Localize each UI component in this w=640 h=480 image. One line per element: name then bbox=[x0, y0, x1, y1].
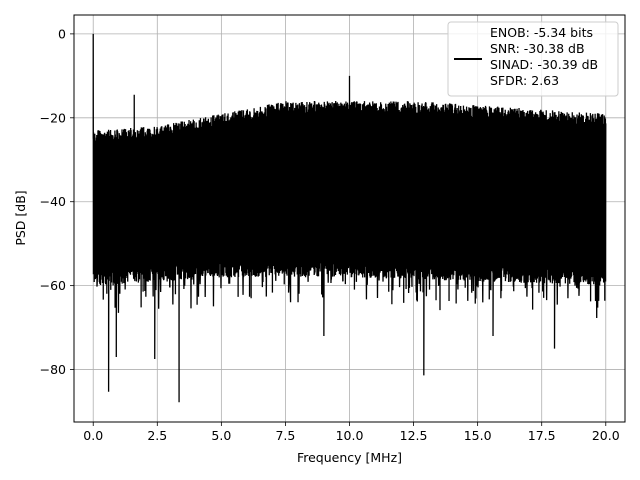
x-axis-label: Frequency [MHz] bbox=[297, 450, 402, 465]
x-tick-label: 7.5 bbox=[275, 428, 295, 443]
legend-entry: ENOB: -5.34 bits bbox=[490, 25, 593, 40]
x-tick-label: 10.0 bbox=[336, 428, 364, 443]
legend-entry: SFDR: 2.63 bbox=[490, 73, 559, 88]
x-axis: 0.0 2.5 5.0 7.5 10.0 12.5 15.0 17.5 20.0 bbox=[83, 422, 620, 443]
x-tick-label: 2.5 bbox=[147, 428, 167, 443]
y-tick-label: −20 bbox=[40, 110, 66, 125]
legend-entry: SINAD: -30.39 dB bbox=[490, 57, 598, 72]
y-tick-label: −60 bbox=[40, 278, 66, 293]
x-tick-label: 17.5 bbox=[528, 428, 556, 443]
y-tick-label: 0 bbox=[58, 26, 66, 41]
y-axis-label: PSD [dB] bbox=[13, 190, 28, 245]
x-tick-label: 12.5 bbox=[400, 428, 428, 443]
y-axis: 0 −20 −40 −60 −80 bbox=[40, 26, 74, 377]
x-tick-label: 20.0 bbox=[592, 428, 620, 443]
legend-entry: SNR: -30.38 dB bbox=[490, 41, 585, 56]
x-tick-label: 5.0 bbox=[211, 428, 231, 443]
x-tick-label: 0.0 bbox=[83, 428, 103, 443]
x-tick-label: 15.0 bbox=[464, 428, 492, 443]
legend-box bbox=[447, 21, 619, 97]
series-group bbox=[92, 33, 607, 403]
psd-series-line bbox=[92, 33, 607, 403]
y-tick-label: −40 bbox=[40, 194, 66, 209]
y-tick-label: −80 bbox=[40, 362, 66, 377]
